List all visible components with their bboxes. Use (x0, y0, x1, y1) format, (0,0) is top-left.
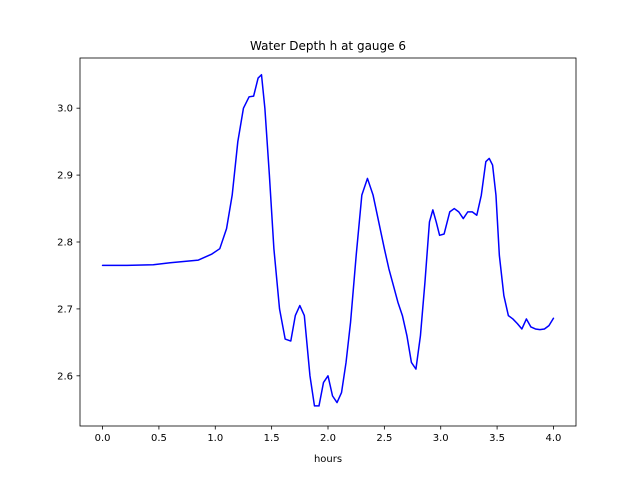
chart-title: Water Depth h at gauge 6 (250, 39, 406, 53)
y-tick-label: 2.7 (57, 304, 73, 315)
x-tick-label: 3.0 (433, 433, 449, 444)
x-tick-label: 2.0 (320, 433, 336, 444)
x-tick-label: 0.5 (151, 433, 167, 444)
x-tick-label: 4.0 (546, 433, 562, 444)
x-tick-label: 2.5 (376, 433, 392, 444)
y-tick-label: 3.0 (57, 104, 73, 115)
x-axis-label: hours (314, 454, 342, 465)
series-line-0 (101, 73, 555, 407)
x-tick-label: 3.5 (489, 433, 505, 444)
x-tick-label: 1.5 (264, 433, 280, 444)
x-tick-label: 1.0 (207, 433, 223, 444)
y-tick-label: 2.6 (57, 371, 73, 382)
y-tick-label: 2.9 (57, 171, 73, 182)
y-tick-label: 2.8 (57, 238, 73, 249)
plot-area: 0.0 0.5 1.0 1.5 2.0 2.5 3.0 3.5 4.0 2.6 2.7 2.8 2.9 3… (57, 57, 577, 444)
x-tick-label: 0.0 (95, 433, 111, 444)
